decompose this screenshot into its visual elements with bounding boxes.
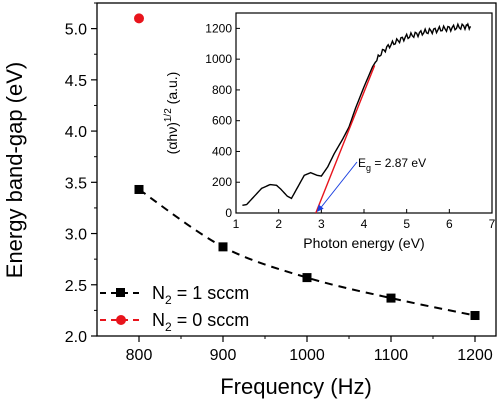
- legend-label-0sccm: N2 = 0 sccm: [152, 310, 249, 334]
- series-1sccm-point: [386, 293, 396, 303]
- main-y-axis: 2.0 2.5 3.0 3.5 4.0 4.5 5.0: [65, 2, 97, 346]
- tauc-fit-line: [315, 65, 376, 214]
- series-1sccm-point: [134, 184, 144, 194]
- series-1sccm-point: [218, 242, 228, 252]
- inset-x-tick-label: 7: [489, 217, 496, 231]
- main-y-tick-label: 3.0: [65, 227, 87, 244]
- legend-square-marker: [116, 288, 125, 297]
- inset-x-axis: 1 2 3 4 5 6 7: [233, 209, 496, 231]
- series-1sccm-line: [138, 188, 476, 317]
- inset-y-label-sup: 1/2: [163, 108, 174, 122]
- bandgap-annotation-tail: = 2.87 eV: [371, 156, 426, 170]
- bandgap-arrow-head: [316, 204, 324, 212]
- inset-x-tick-label: 5: [403, 217, 410, 231]
- legend-label-0sccm-main: N: [152, 310, 165, 330]
- bandgap-annotation-sub: g: [366, 163, 371, 173]
- inset-y-tick-label: 0: [225, 206, 232, 220]
- inset-y-label-post: (a.u.): [164, 72, 180, 109]
- main-y-tick-label: 2.5: [65, 278, 87, 295]
- legend-label-0sccm-tail: = 0 sccm: [172, 310, 250, 330]
- inset-plot-frame: [235, 12, 493, 214]
- main-y-tick-label: 3.5: [65, 175, 87, 192]
- series-0sccm-point: [134, 13, 144, 24]
- bandgap-annotation: Eg = 2.87 eV: [358, 156, 426, 173]
- bandgap-annotation-main: E: [358, 156, 366, 170]
- inset-x-tick-label: 6: [446, 217, 453, 231]
- inset-y-tick-label: 600: [212, 114, 232, 128]
- main-x-tick-label: 1000: [289, 347, 325, 364]
- main-y-axis-label: Energy band-gap (eV): [2, 62, 27, 278]
- inset-y-label-pre: (αhν): [164, 122, 180, 154]
- absorption-curve: [242, 22, 472, 206]
- main-x-axis-label: Frequency (Hz): [220, 374, 372, 399]
- legend-entry-n2-0sccm: N2 = 0 sccm: [100, 310, 249, 334]
- legend-label-1sccm-tail: = 1 sccm: [172, 283, 250, 303]
- inset-y-tick-label: 1200: [205, 21, 232, 35]
- main-chart: 800 900 1000 1100 1200 2.02.53.03.54.04.55.0…: [2, 2, 497, 399]
- inset-y-axis: 0 200 400 600 800 1000 1200: [205, 21, 240, 220]
- legend-entry-n2-1sccm: N2 = 1 sccm: [100, 283, 249, 307]
- inset-x-tick-label: 4: [361, 217, 368, 231]
- main-series-group: [134, 13, 480, 321]
- legend-label-1sccm: N2 = 1 sccm: [152, 283, 249, 307]
- inset-x-axis-label: Photon energy (eV): [303, 235, 424, 251]
- series-1sccm-point: [302, 273, 312, 283]
- legend-label-1sccm-sub: 2: [165, 293, 172, 307]
- main-x-tick-label: 900: [210, 347, 237, 364]
- inset-y-tick-label: 200: [212, 175, 232, 189]
- legend: N2 = 1 sccm N2 = 0 sccm: [100, 283, 249, 334]
- main-x-axis: 800 900 1000 1100 1200: [126, 336, 493, 364]
- inset-y-tick-label: 1000: [205, 52, 232, 66]
- inset-y-tick-label: 800: [212, 83, 232, 97]
- inset-x-tick-label: 2: [275, 217, 282, 231]
- legend-label-1sccm-main: N: [152, 283, 165, 303]
- legend-label-0sccm-sub: 2: [165, 320, 172, 334]
- inset-y-tick-label: 400: [212, 144, 232, 158]
- main-plot-frame: [96, 2, 497, 337]
- main-x-tick-label: 1200: [457, 347, 493, 364]
- inset-x-tick-label: 1: [233, 217, 240, 231]
- inset-chart: 1 2 3 4 5 6 7 0 200 400 600 800 1000 1200 Photon ene…: [163, 12, 496, 251]
- series-1sccm-point: [470, 311, 480, 321]
- bandgap-arrow: [319, 161, 358, 210]
- main-y-tick-label: 4.5: [65, 73, 87, 90]
- main-y-tick-label: 2.0: [65, 329, 87, 346]
- main-x-tick-label: 800: [126, 347, 153, 364]
- main-y-tick-label: 5.0: [65, 22, 87, 39]
- main-x-tick-label: 1100: [374, 347, 409, 364]
- main-y-tick-label: 4.0: [65, 124, 87, 141]
- inset-y-axis-label: (αhν)1/2 (a.u.): [163, 72, 180, 155]
- inset-series-group: [242, 22, 472, 214]
- inset-x-tick-label: 3: [318, 217, 325, 231]
- legend-circle-marker: [116, 315, 126, 325]
